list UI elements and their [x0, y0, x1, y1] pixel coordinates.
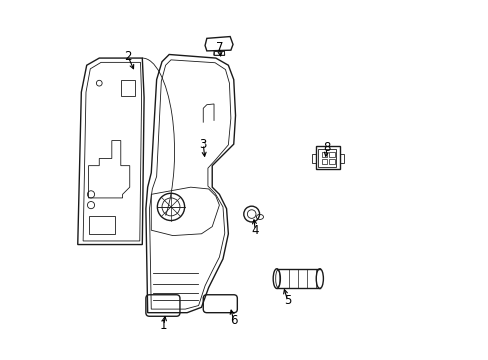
- Text: 2: 2: [124, 50, 131, 63]
- Bar: [311, 154, 316, 163]
- Bar: [121, 80, 135, 96]
- Text: 5: 5: [283, 294, 291, 307]
- Bar: [321, 159, 326, 164]
- Text: 3: 3: [199, 138, 206, 150]
- Bar: [318, 149, 336, 167]
- Text: 1: 1: [160, 319, 167, 332]
- Bar: [321, 152, 326, 157]
- Text: 8: 8: [323, 141, 330, 154]
- Bar: [339, 154, 343, 163]
- Bar: [316, 146, 339, 169]
- Text: 6: 6: [229, 314, 237, 327]
- Bar: [329, 152, 334, 157]
- Text: 4: 4: [251, 224, 259, 237]
- Bar: [214, 51, 224, 55]
- Bar: [329, 159, 334, 164]
- Text: 7: 7: [215, 41, 223, 54]
- Bar: [88, 216, 115, 234]
